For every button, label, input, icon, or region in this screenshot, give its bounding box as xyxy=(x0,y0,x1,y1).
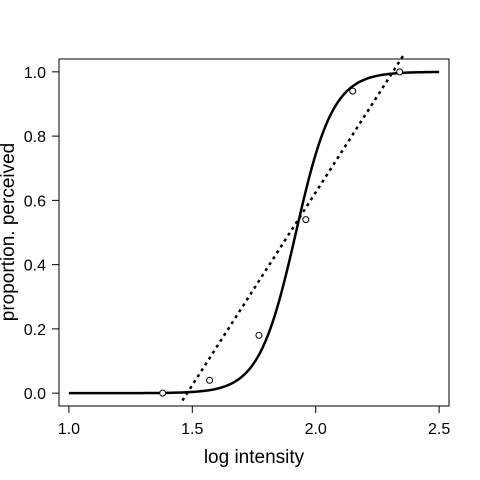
x-axis-title: log intensity xyxy=(204,447,305,468)
data-points xyxy=(159,68,404,397)
logistic-fit-curve xyxy=(68,70,440,395)
linear-fit-line xyxy=(181,52,406,402)
x-tick-label: 1.0 xyxy=(58,421,80,438)
data-point xyxy=(255,331,263,339)
y-tick-label: 0.0 xyxy=(24,386,46,403)
y-tick-label: 0.4 xyxy=(24,258,46,275)
data-point xyxy=(349,87,357,95)
x-tick-label: 2.0 xyxy=(305,421,327,438)
fit-curves xyxy=(68,52,440,402)
y-tick-label: 0.6 xyxy=(24,193,46,210)
y-tick-label: 1.0 xyxy=(24,65,46,82)
plot-frame xyxy=(58,58,450,407)
x-axis: 1.0 1.5 2.0 2.5 xyxy=(58,405,450,438)
y-axis: 0.0 0.2 0.4 0.6 0.8 1.0 xyxy=(24,65,60,403)
y-axis-title: proportion. perceived xyxy=(0,143,19,322)
y-tick-label: 0.2 xyxy=(24,322,46,339)
x-tick-label: 1.5 xyxy=(181,421,203,438)
data-point xyxy=(206,376,214,384)
data-point xyxy=(302,216,310,224)
data-point xyxy=(396,68,404,76)
x-tick-label: 2.5 xyxy=(428,421,450,438)
data-point xyxy=(159,389,167,397)
y-tick-label: 0.8 xyxy=(24,129,46,146)
